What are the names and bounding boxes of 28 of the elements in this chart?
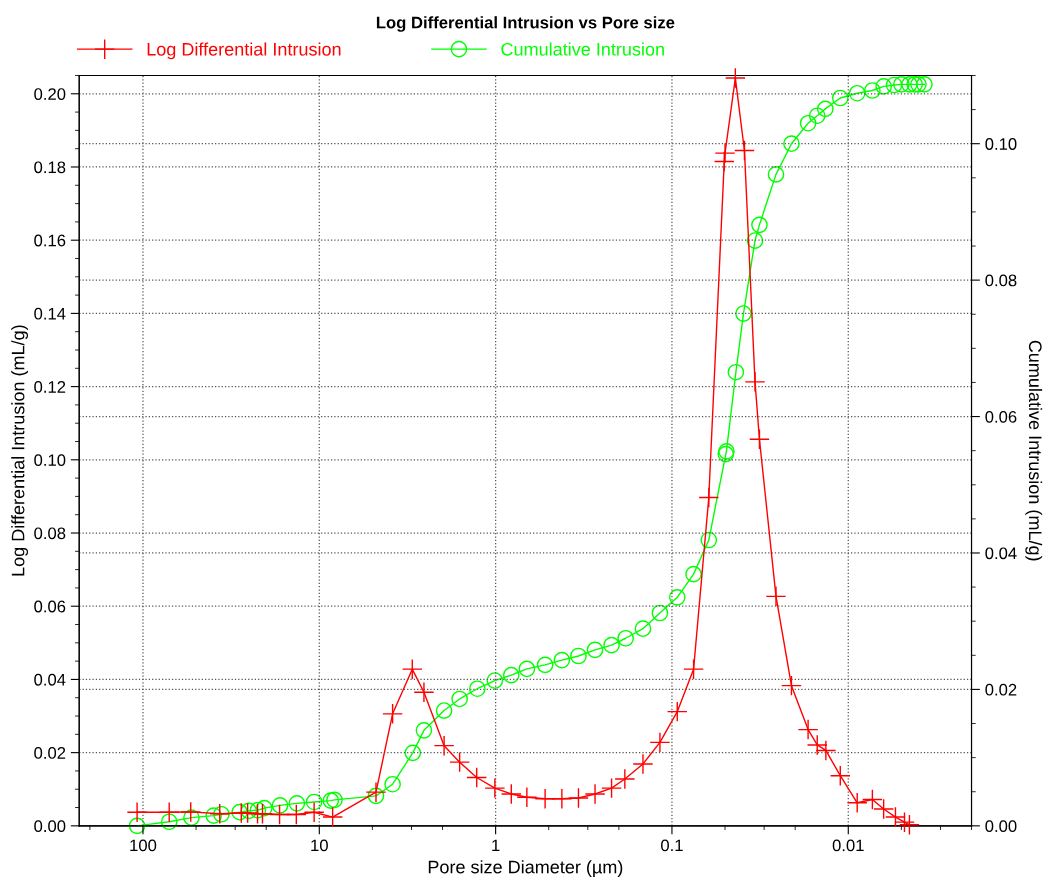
x-tick-label: 0.1	[661, 839, 683, 852]
y-tick-label: 0.12	[34, 381, 66, 393]
y2-tick-label: 0.06	[985, 410, 1017, 423]
y-tick-label: 0.14	[34, 307, 66, 320]
x-tick-label: 1	[492, 839, 500, 852]
y-tick-label: 0.02	[34, 747, 66, 759]
x-tick-label: 0.01	[832, 839, 864, 852]
y2-tick-label: 0.02	[985, 683, 1017, 696]
y-axis-title: Log Differential Intrusion (mL/g)	[11, 325, 29, 576]
y-tick-label: 0.16	[34, 234, 66, 247]
y-tick-label: 0.04	[34, 673, 66, 686]
x-tick-label: 100	[130, 839, 157, 852]
y2-tick-label: 0.08	[985, 274, 1017, 287]
legend-label: Log Differential Intrusion	[147, 42, 341, 60]
y2-tick-label: 0.04	[985, 547, 1017, 560]
y-tick-label: 0.08	[34, 527, 66, 540]
y-tick-label: 0.18	[34, 161, 66, 174]
y2-tick-label: 0.00	[985, 820, 1017, 833]
y-tick-label: 0.10	[34, 454, 66, 467]
y2-tick-label: 0.10	[985, 138, 1017, 150]
chart-title: Log Differential Intrusion vs Pore size	[376, 16, 675, 32]
x-tick-label: 10	[311, 839, 328, 852]
y-tick-label: 0.06	[34, 600, 66, 613]
y-tick-label: 0.00	[34, 820, 66, 833]
y-tick-label: 0.20	[34, 88, 66, 100]
legend-label: Cumulative Intrusion	[501, 42, 664, 56]
x-axis-title: Pore size Diameter (µm)	[428, 860, 623, 877]
y2-axis-title: Cumulative Intrusion (mL/g)	[1025, 340, 1043, 561]
